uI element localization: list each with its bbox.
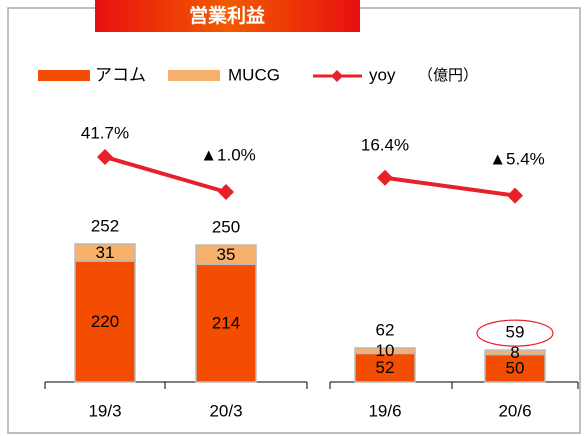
x-tick-label: 20/3 bbox=[209, 401, 242, 420]
yoy-line bbox=[384, 175, 516, 198]
yoy-marker bbox=[377, 169, 393, 186]
data-label: 10 bbox=[376, 341, 395, 360]
x-tick-label: 19/3 bbox=[88, 401, 121, 420]
legend-label: MUCG bbox=[228, 65, 280, 84]
yoy-marker bbox=[218, 184, 234, 200]
bar-segment bbox=[484, 349, 546, 356]
data-label: 31 bbox=[96, 243, 115, 262]
unit-label: （億円） bbox=[418, 67, 478, 84]
total-label: 62 bbox=[376, 320, 395, 339]
x-tick-label: 19/6 bbox=[368, 401, 401, 420]
bar-segment bbox=[354, 352, 416, 383]
chart-title: 営業利益 bbox=[189, 4, 265, 27]
highlight-circle bbox=[476, 319, 554, 347]
total-label: 59 bbox=[506, 323, 525, 342]
legend-marker bbox=[331, 70, 343, 82]
yoy-marker bbox=[507, 187, 523, 204]
yoy-label: ▲5.4% bbox=[489, 149, 545, 168]
yoy-label: 41.7% bbox=[81, 123, 129, 142]
yoy-marker bbox=[97, 148, 113, 165]
data-label: 35 bbox=[217, 245, 236, 264]
data-label: 52 bbox=[376, 358, 395, 377]
data-label: 220 bbox=[91, 312, 119, 331]
bar-segment bbox=[195, 244, 257, 266]
yoy-label: ▲1.0% bbox=[200, 145, 256, 164]
data-label: 8 bbox=[510, 343, 519, 362]
bar-segment bbox=[74, 243, 136, 262]
total-label: 250 bbox=[212, 218, 240, 237]
bar-segment bbox=[354, 347, 416, 355]
yoy-line bbox=[104, 155, 227, 194]
yoy-label: 16.4% bbox=[361, 135, 409, 154]
x-tick-label: 20/6 bbox=[498, 401, 531, 420]
legend-label: アコム bbox=[95, 65, 146, 84]
data-label: 50 bbox=[506, 359, 525, 378]
data-label: 214 bbox=[212, 314, 240, 333]
total-label: 252 bbox=[91, 216, 119, 235]
legend-swatch bbox=[168, 70, 220, 81]
bar-segment bbox=[74, 260, 136, 383]
legend-label: yoy bbox=[369, 65, 396, 84]
title-banner bbox=[95, 0, 360, 32]
legend-swatch bbox=[38, 70, 90, 81]
